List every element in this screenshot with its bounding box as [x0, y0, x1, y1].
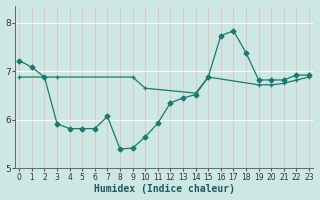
X-axis label: Humidex (Indice chaleur): Humidex (Indice chaleur): [94, 184, 235, 194]
